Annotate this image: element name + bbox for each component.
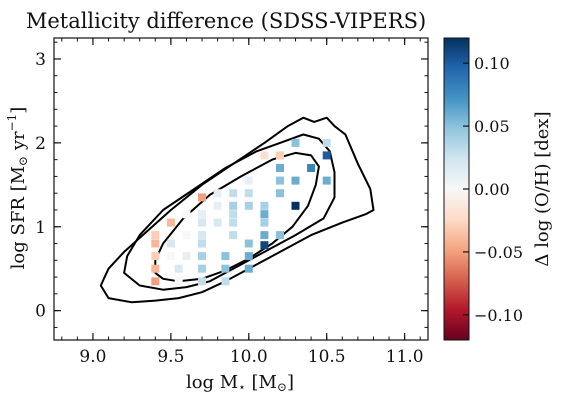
x-tick-label: 10.5 (308, 347, 346, 367)
data-point (182, 252, 191, 261)
data-point (276, 231, 284, 240)
y-tick-label: 3 (35, 50, 46, 70)
density-contours (99, 116, 375, 304)
data-point (151, 231, 160, 240)
data-point (166, 239, 175, 248)
data-point (151, 277, 160, 286)
data-point (244, 176, 253, 185)
data-point (174, 277, 183, 286)
data-point (229, 201, 238, 210)
y-tick-label: 0 (35, 302, 46, 322)
data-point (229, 210, 238, 219)
x-tick-label: 9.5 (157, 347, 184, 367)
data-point (260, 210, 269, 219)
data-point (322, 151, 331, 160)
data-point (198, 210, 206, 219)
data-point (198, 252, 206, 261)
data-point (198, 239, 206, 248)
colorbar-label: Δ log (O/H) [dex] (532, 111, 553, 266)
data-point (213, 189, 222, 198)
data-point (276, 164, 284, 172)
data-point (291, 138, 300, 147)
data-point (322, 176, 331, 185)
data-point (260, 231, 269, 240)
data-point (276, 176, 284, 185)
plot-area: 9.0 9.5 10.0 10.5 11.0 0 1 2 3 (35, 37, 429, 367)
data-point (260, 151, 269, 160)
data-point (198, 231, 206, 240)
data-point (244, 252, 253, 261)
data-point (244, 264, 253, 273)
data-points (151, 138, 331, 286)
x-tick-label: 10.0 (230, 347, 268, 367)
data-point (151, 239, 160, 248)
data-point (198, 193, 206, 202)
x-axis-ticks: 9.0 9.5 10.0 10.5 11.0 (61, 38, 424, 367)
data-point (198, 218, 206, 227)
y-tick-label: 1 (35, 218, 46, 238)
data-point (198, 264, 206, 273)
y-axis-label: log SFR [M⊙ yr−1] (5, 107, 30, 270)
data-point (260, 201, 269, 210)
data-point (174, 264, 183, 273)
data-point (198, 277, 206, 286)
data-point (229, 189, 238, 198)
colorbar-tick-label: −0.10 (474, 306, 523, 325)
data-point (276, 151, 284, 160)
colorbar: −0.10 −0.05 0.00 0.05 0.10 Δ log (O/H) [dex] (443, 37, 553, 341)
data-point (322, 138, 331, 147)
colorbar-tick-label: 0.00 (474, 180, 510, 199)
data-point (276, 189, 284, 198)
data-point (260, 241, 269, 250)
data-point (166, 218, 175, 227)
colorbar-tick-label: −0.05 (474, 243, 523, 262)
data-point (291, 201, 300, 210)
data-point (213, 218, 222, 227)
x-tick-label: 11.0 (386, 347, 424, 367)
data-point (221, 264, 230, 273)
x-axis-label: log M⋆ [M⊙] (186, 372, 294, 394)
data-point (151, 252, 160, 261)
data-point (151, 264, 160, 273)
data-point (229, 231, 238, 240)
data-point (244, 239, 253, 248)
chart-title: Metallicity difference (SDSS-VIPERS) (26, 9, 426, 33)
y-axis-ticks: 0 1 2 3 (35, 41, 428, 328)
data-point (182, 231, 191, 240)
colorbar-ticks: −0.10 −0.05 0.00 0.05 0.10 (463, 54, 523, 325)
data-point (182, 210, 191, 219)
y-tick-label: 2 (35, 134, 46, 154)
x-tick-label: 9.0 (79, 347, 106, 367)
data-point (166, 252, 175, 261)
data-point (221, 277, 230, 286)
data-point (244, 189, 253, 198)
contour-line-1 (99, 116, 375, 304)
data-point (260, 218, 269, 227)
data-point (221, 252, 230, 261)
data-point (213, 201, 222, 210)
colorbar-tick-label: 0.10 (474, 54, 510, 73)
plot-frame (53, 37, 429, 341)
colorbar-tick-label: 0.05 (474, 117, 510, 136)
data-point (229, 218, 238, 227)
data-point (307, 164, 316, 172)
data-point (244, 201, 253, 210)
data-point (291, 176, 300, 185)
